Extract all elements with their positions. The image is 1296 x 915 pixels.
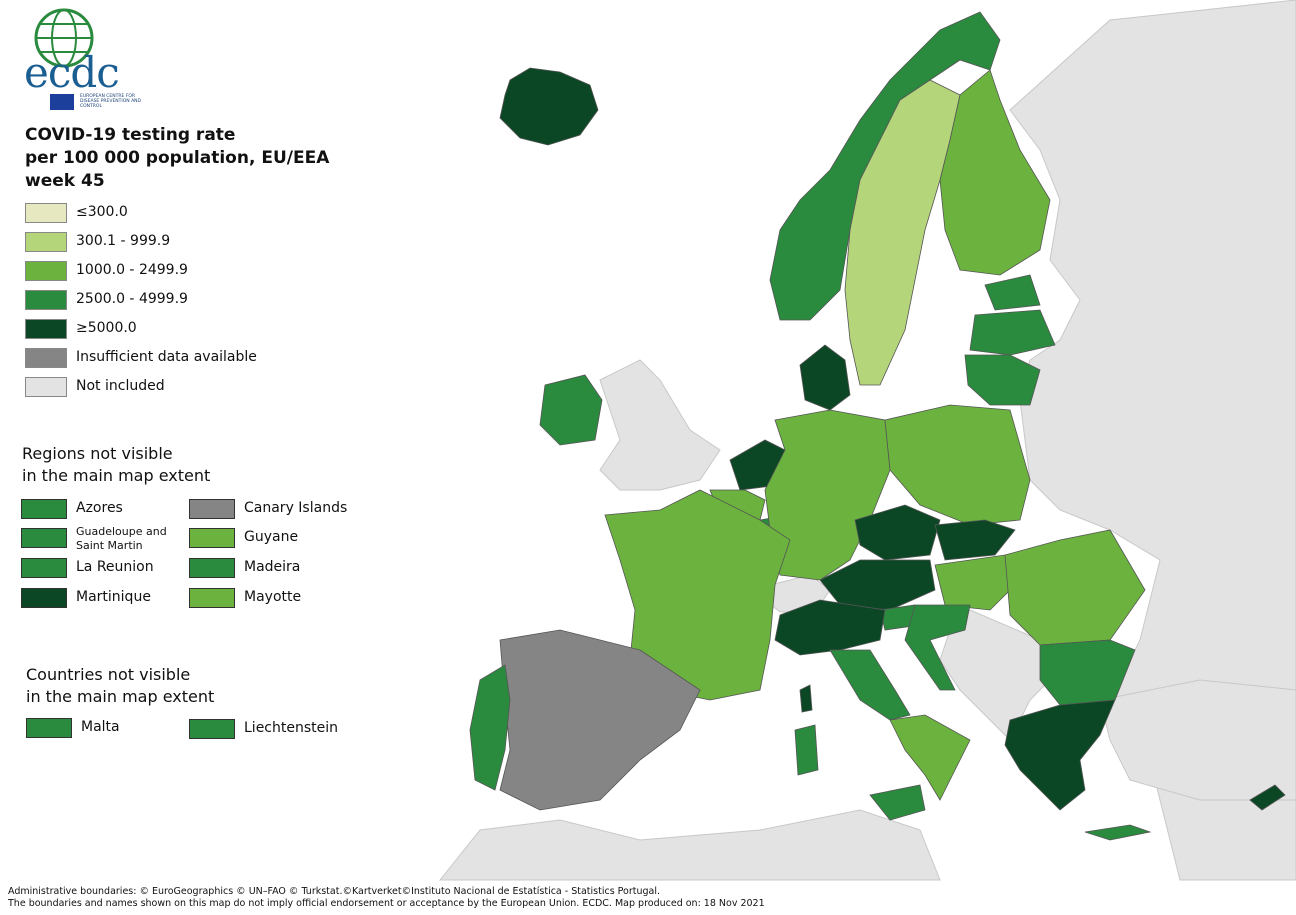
map-region-romania bbox=[1004, 529, 1146, 646]
legend-label: 1000.0 - 2499.9 bbox=[76, 262, 188, 278]
region-swatch bbox=[189, 588, 235, 608]
map-region-hungary bbox=[934, 554, 1021, 611]
map-region-lithuania bbox=[964, 354, 1041, 406]
not-included-land bbox=[438, 0, 1296, 881]
eu-countries bbox=[469, 11, 1286, 841]
map-title: COVID-19 testing rate per 100 000 popula… bbox=[25, 124, 345, 193]
legend-label: Not included bbox=[76, 378, 165, 394]
legend-swatch bbox=[25, 290, 67, 310]
region-label: Madeira bbox=[244, 559, 301, 575]
map-region-iceland bbox=[499, 67, 599, 146]
region-label: La Reunion bbox=[76, 559, 154, 575]
map-region-denmark bbox=[799, 344, 851, 411]
region-swatch bbox=[21, 499, 67, 519]
map-region-greece bbox=[1004, 699, 1116, 811]
country-swatch bbox=[26, 718, 72, 738]
footer-credits: Administrative boundaries: © EuroGeograp… bbox=[8, 886, 765, 910]
region-label: Canary Islands bbox=[244, 500, 348, 516]
map-region-italy-south bbox=[889, 714, 971, 801]
countries-section-title: Countries not visible in the main map ex… bbox=[26, 664, 214, 708]
map-region-latvia bbox=[969, 309, 1056, 356]
country-label: Malta bbox=[81, 719, 120, 735]
map-region-croatia bbox=[904, 604, 971, 691]
region-swatch bbox=[21, 588, 67, 608]
legend-swatch bbox=[25, 348, 67, 368]
map-region-italy-centre bbox=[829, 649, 911, 721]
regions-title-line2: in the main map extent bbox=[22, 466, 211, 485]
map-region-spain bbox=[499, 629, 701, 811]
legend-label: Insufficient data available bbox=[76, 349, 257, 365]
legend-swatch bbox=[25, 203, 67, 223]
map-region-sicily bbox=[869, 784, 926, 821]
russia-ukraine-belarus bbox=[1009, 0, 1296, 881]
country-label: Liechtenstein bbox=[244, 720, 339, 736]
region-swatch bbox=[21, 528, 67, 548]
ecdc-logo-subtitle: EUROPEAN CENTRE FOR DISEASE PREVENTION A… bbox=[80, 94, 141, 109]
map-region-crete bbox=[1084, 824, 1152, 841]
legend-label: ≥5000.0 bbox=[76, 320, 137, 336]
map-region-portugal bbox=[469, 664, 511, 791]
map-region-norway bbox=[769, 11, 1001, 321]
uk bbox=[599, 359, 721, 491]
footer-line2: The boundaries and names shown on this m… bbox=[8, 898, 765, 909]
country-swatch bbox=[189, 719, 235, 739]
legend-swatch bbox=[25, 377, 67, 397]
map-region-corsica bbox=[799, 684, 813, 713]
map-title-line2: per 100 000 population, EU/EEA bbox=[25, 148, 330, 168]
turkey bbox=[1099, 679, 1296, 801]
map-region-slovakia bbox=[934, 519, 1016, 561]
region-swatch bbox=[189, 499, 235, 519]
eu-flag-icon bbox=[50, 94, 74, 110]
legend-swatch bbox=[25, 232, 67, 252]
legend-label: 300.1 - 999.9 bbox=[76, 233, 171, 249]
map-title-line1: COVID-19 testing rate bbox=[25, 125, 236, 145]
map-region-czechia bbox=[854, 504, 941, 561]
map-region-finland bbox=[939, 69, 1051, 276]
map-region-france bbox=[604, 489, 791, 701]
region-swatch bbox=[21, 558, 67, 578]
regions-section-title: Regions not visible in the main map exte… bbox=[22, 443, 210, 487]
legend-label: ≤300.0 bbox=[76, 204, 128, 220]
countries-title-line2: in the main map extent bbox=[26, 687, 215, 706]
map-region-ireland bbox=[539, 374, 603, 446]
region-label: Guyane bbox=[244, 529, 299, 545]
legend-label: 2500.0 - 4999.9 bbox=[76, 291, 188, 307]
legend-swatch bbox=[25, 261, 67, 281]
map-region-sweden bbox=[844, 79, 961, 386]
ecdc-logo-text: ecdc bbox=[24, 48, 120, 97]
legend-swatch bbox=[25, 319, 67, 339]
north-africa bbox=[438, 809, 941, 881]
region-swatch bbox=[189, 528, 235, 548]
region-label: Mayotte bbox=[244, 589, 302, 605]
region-swatch bbox=[189, 558, 235, 578]
map-region-estonia bbox=[984, 274, 1041, 311]
region-label: Martinique bbox=[76, 589, 151, 605]
map-region-sardinia bbox=[794, 724, 819, 776]
regions-title-line1: Regions not visible bbox=[22, 444, 173, 463]
countries-title-line1: Countries not visible bbox=[26, 665, 191, 684]
map-region-italy-north bbox=[774, 599, 886, 656]
map-title-line3: week 45 bbox=[25, 171, 105, 191]
map-region-poland bbox=[884, 404, 1031, 526]
footer-line1: Administrative boundaries: © EuroGeograp… bbox=[8, 886, 661, 897]
region-label: Azores bbox=[76, 500, 123, 516]
region-label: Guadeloupe and Saint Martin bbox=[76, 525, 167, 552]
map-region-cyprus bbox=[1249, 784, 1286, 811]
ecdc-globe-icon bbox=[34, 8, 94, 68]
